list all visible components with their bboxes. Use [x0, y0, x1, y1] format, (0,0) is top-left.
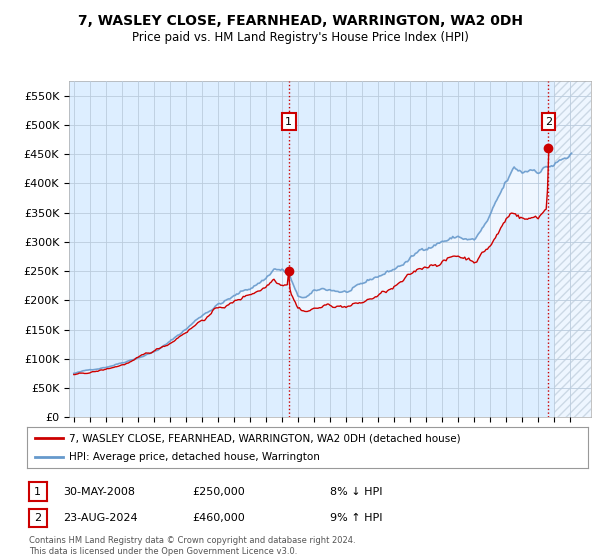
Text: £250,000: £250,000	[192, 487, 245, 497]
Text: Price paid vs. HM Land Registry's House Price Index (HPI): Price paid vs. HM Land Registry's House …	[131, 31, 469, 44]
Bar	[554, 81, 591, 417]
Text: £460,000: £460,000	[192, 513, 245, 523]
Text: 1: 1	[285, 116, 292, 127]
Text: 30-MAY-2008: 30-MAY-2008	[63, 487, 135, 497]
Text: 9% ↑ HPI: 9% ↑ HPI	[330, 513, 383, 523]
Text: 7, WASLEY CLOSE, FEARNHEAD, WARRINGTON, WA2 0DH: 7, WASLEY CLOSE, FEARNHEAD, WARRINGTON, …	[77, 14, 523, 28]
Text: 8% ↓ HPI: 8% ↓ HPI	[330, 487, 383, 497]
Text: Contains HM Land Registry data © Crown copyright and database right 2024.
This d: Contains HM Land Registry data © Crown c…	[29, 536, 355, 556]
Text: 2: 2	[34, 513, 41, 523]
Text: 2: 2	[545, 116, 552, 127]
Text: 7, WASLEY CLOSE, FEARNHEAD, WARRINGTON, WA2 0DH (detached house): 7, WASLEY CLOSE, FEARNHEAD, WARRINGTON, …	[69, 433, 461, 443]
Text: 1: 1	[34, 487, 41, 497]
Text: 23-AUG-2024: 23-AUG-2024	[63, 513, 137, 523]
Text: HPI: Average price, detached house, Warrington: HPI: Average price, detached house, Warr…	[69, 452, 320, 461]
